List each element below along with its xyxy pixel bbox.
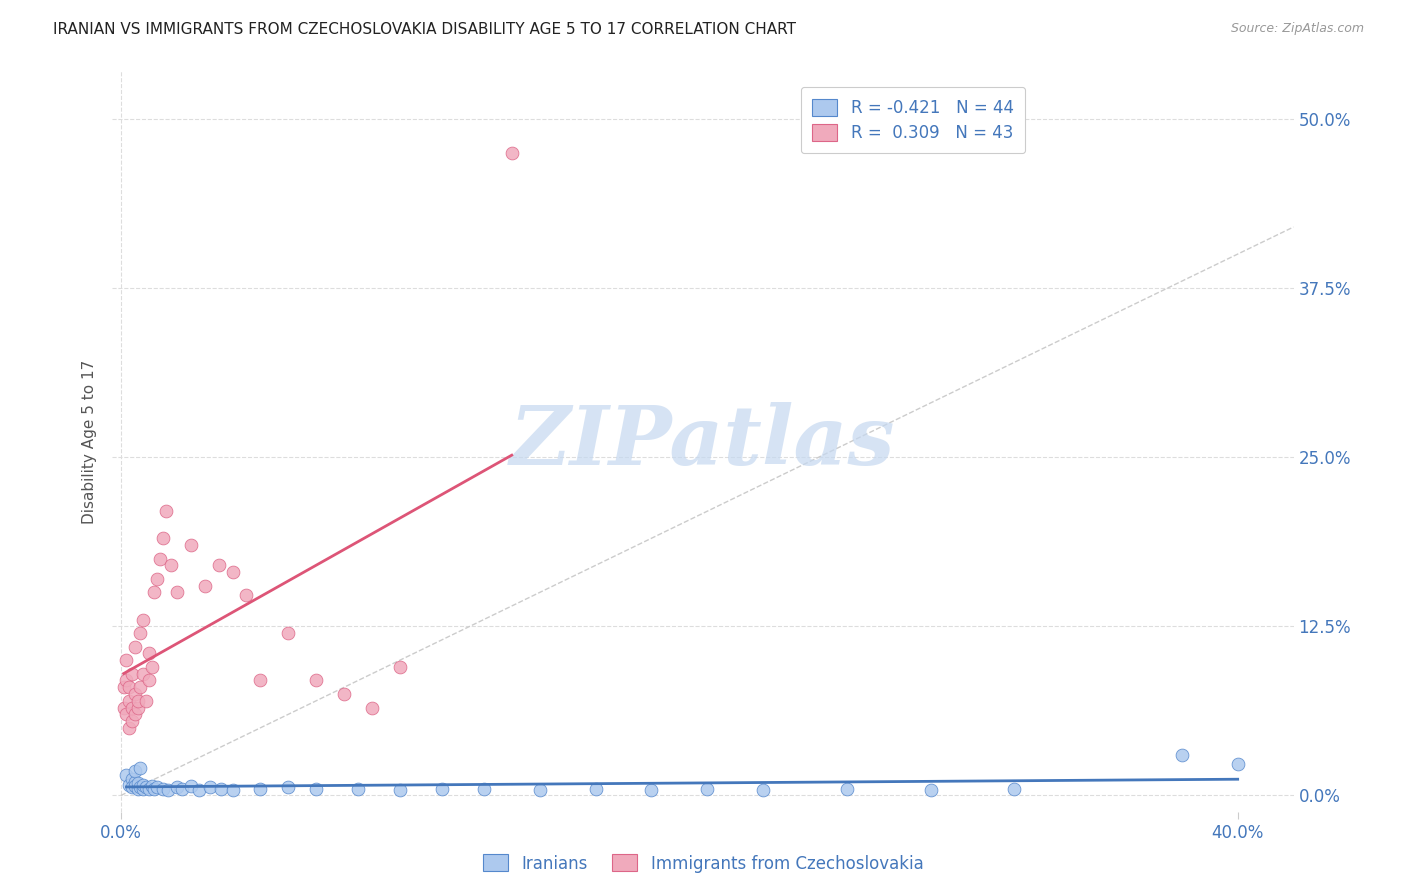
- Point: [129, 680, 152, 694]
- Point: [118, 694, 141, 708]
- Point: [529, 783, 551, 797]
- Point: [472, 781, 495, 796]
- Text: IRANIAN VS IMMIGRANTS FROM CZECHOSLOVAKIA DISABILITY AGE 5 TO 17 CORRELATION CHA: IRANIAN VS IMMIGRANTS FROM CZECHOSLOVAKI…: [53, 22, 796, 37]
- Point: [430, 781, 453, 796]
- Point: [149, 551, 172, 566]
- Legend: R = -0.421   N = 44, R =  0.309   N = 43: R = -0.421 N = 44, R = 0.309 N = 43: [800, 87, 1025, 153]
- Point: [141, 779, 163, 793]
- Point: [501, 145, 523, 160]
- Point: [115, 768, 138, 782]
- Point: [333, 687, 356, 701]
- Point: [115, 707, 138, 722]
- Point: [305, 673, 328, 688]
- Point: [180, 538, 202, 552]
- Point: [132, 781, 155, 796]
- Point: [277, 626, 299, 640]
- Point: [138, 781, 160, 796]
- Point: [132, 613, 155, 627]
- Point: [129, 626, 152, 640]
- Point: [835, 781, 858, 796]
- Point: [135, 780, 157, 795]
- Point: [640, 783, 662, 797]
- Point: [188, 783, 211, 797]
- Point: [118, 778, 141, 792]
- Point: [138, 673, 160, 688]
- Point: [115, 653, 138, 667]
- Point: [141, 660, 163, 674]
- Point: [200, 780, 222, 795]
- Point: [143, 781, 166, 796]
- Point: [118, 680, 141, 694]
- Point: [249, 781, 271, 796]
- Point: [138, 646, 160, 660]
- Point: [235, 588, 257, 602]
- Point: [361, 700, 384, 714]
- Text: Source: ZipAtlas.com: Source: ZipAtlas.com: [1230, 22, 1364, 36]
- Point: [124, 707, 146, 722]
- Point: [124, 764, 146, 778]
- Point: [112, 680, 135, 694]
- Point: [146, 780, 169, 795]
- Point: [127, 700, 149, 714]
- Point: [127, 776, 149, 790]
- Point: [221, 783, 243, 797]
- Point: [160, 558, 183, 573]
- Text: ZIPatlas: ZIPatlas: [510, 401, 896, 482]
- Point: [129, 761, 152, 775]
- Point: [389, 783, 412, 797]
- Y-axis label: Disability Age 5 to 17: Disability Age 5 to 17: [82, 359, 97, 524]
- Point: [127, 781, 149, 796]
- Point: [585, 781, 607, 796]
- Point: [124, 779, 146, 793]
- Point: [1226, 757, 1249, 772]
- Point: [152, 531, 174, 545]
- Point: [115, 673, 138, 688]
- Point: [121, 666, 143, 681]
- Point: [209, 781, 232, 796]
- Point: [121, 772, 143, 787]
- Point: [347, 781, 370, 796]
- Point: [157, 783, 180, 797]
- Point: [132, 778, 155, 792]
- Point: [752, 783, 775, 797]
- Point: [129, 780, 152, 795]
- Point: [118, 721, 141, 735]
- Point: [155, 504, 177, 518]
- Point: [135, 694, 157, 708]
- Point: [124, 640, 146, 654]
- Point: [389, 660, 412, 674]
- Point: [166, 780, 188, 795]
- Point: [166, 585, 188, 599]
- Point: [194, 579, 217, 593]
- Point: [696, 781, 718, 796]
- Point: [127, 694, 149, 708]
- Point: [124, 687, 146, 701]
- Point: [249, 673, 271, 688]
- Legend: Iranians, Immigrants from Czechoslovakia: Iranians, Immigrants from Czechoslovakia: [477, 847, 929, 880]
- Point: [920, 783, 942, 797]
- Point: [1002, 781, 1025, 796]
- Point: [172, 781, 194, 796]
- Point: [132, 666, 155, 681]
- Point: [180, 779, 202, 793]
- Point: [152, 781, 174, 796]
- Point: [112, 700, 135, 714]
- Point: [146, 572, 169, 586]
- Point: [277, 780, 299, 795]
- Point: [305, 781, 328, 796]
- Point: [1171, 747, 1194, 762]
- Point: [221, 565, 243, 579]
- Point: [121, 780, 143, 795]
- Point: [207, 558, 229, 573]
- Point: [121, 714, 143, 728]
- Point: [124, 775, 146, 789]
- Point: [143, 585, 166, 599]
- Point: [121, 700, 143, 714]
